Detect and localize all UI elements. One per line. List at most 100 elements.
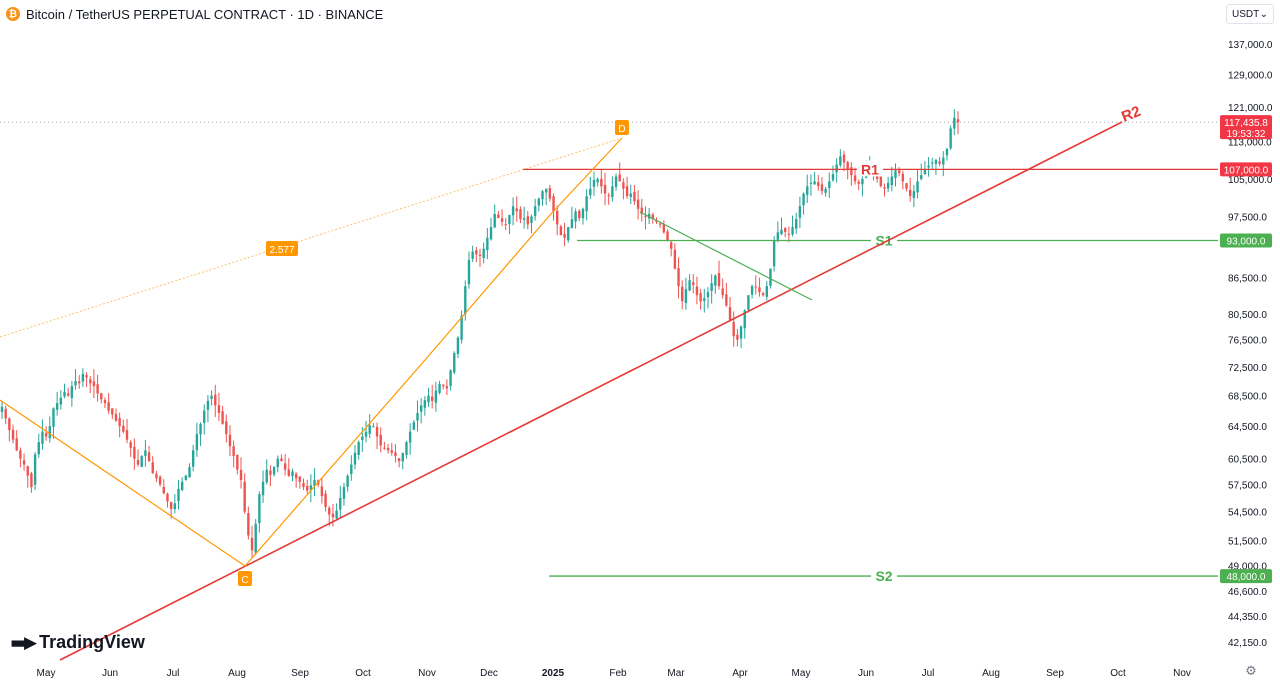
candle-body bbox=[195, 434, 199, 451]
candle-body bbox=[636, 199, 640, 209]
symbol-title[interactable]: Bitcoin / TetherUS PERPETUAL CONTRACT · … bbox=[26, 6, 384, 22]
candle-body bbox=[243, 481, 246, 512]
candle-body bbox=[81, 373, 85, 382]
candle-body bbox=[508, 214, 511, 225]
candle-body bbox=[714, 275, 717, 286]
candle-body bbox=[294, 473, 298, 479]
candle-body bbox=[504, 224, 507, 226]
candle-body bbox=[217, 405, 221, 413]
harmonic-xd-line bbox=[0, 137, 623, 338]
candle-body bbox=[122, 425, 125, 432]
candle-body bbox=[533, 206, 537, 217]
candle-body bbox=[681, 286, 684, 302]
candle-body bbox=[725, 294, 728, 306]
time-tick-label: Aug bbox=[982, 668, 1000, 679]
candle-body bbox=[916, 181, 919, 193]
candle-body bbox=[530, 216, 533, 223]
time-tick-label: Apr bbox=[732, 668, 748, 679]
currency-value: USDT bbox=[1232, 8, 1260, 20]
candle-body bbox=[96, 384, 99, 394]
candle-body bbox=[861, 178, 864, 185]
candle-body bbox=[515, 208, 518, 212]
candle-body bbox=[611, 186, 614, 198]
time-axis[interactable]: May Jun Jul Aug Sep Oct Nov Dec 2025 Feb Mar Apr May… bbox=[37, 668, 1191, 679]
candle-body bbox=[692, 282, 695, 285]
candle-body bbox=[544, 188, 548, 193]
descending-trendline bbox=[639, 211, 813, 301]
candle-body bbox=[813, 181, 816, 185]
candle-body bbox=[320, 486, 324, 497]
point-label-bg bbox=[238, 571, 252, 586]
candle-body bbox=[272, 467, 276, 475]
candle-body bbox=[228, 434, 232, 447]
candle-body bbox=[934, 159, 938, 164]
candle-body bbox=[809, 182, 813, 184]
level-label-bg bbox=[871, 231, 897, 248]
price-axis[interactable]: 137,000.0 129,000.0 121,000.0 113,000.0 105,… bbox=[1220, 40, 1273, 649]
price-tick-label: 57,500.0 bbox=[1228, 480, 1267, 491]
candle-body bbox=[70, 386, 74, 398]
candle-body bbox=[453, 353, 456, 373]
candle-body bbox=[607, 195, 610, 197]
price-tick-label: 54,500.0 bbox=[1228, 508, 1267, 519]
candle-body bbox=[26, 466, 29, 476]
candle-body bbox=[357, 442, 360, 455]
candle-body bbox=[519, 209, 522, 220]
candle-body bbox=[261, 481, 265, 496]
candle-body bbox=[169, 501, 173, 509]
candle-body bbox=[710, 283, 713, 292]
candle-body bbox=[166, 493, 169, 502]
candle-body bbox=[489, 227, 493, 240]
candle-body bbox=[350, 464, 353, 475]
candle-body bbox=[324, 493, 327, 508]
price-label: 107,000.0 bbox=[1224, 165, 1269, 176]
candle-body bbox=[541, 191, 544, 200]
candle-body bbox=[467, 259, 471, 285]
candle-body bbox=[188, 467, 191, 478]
candle-body bbox=[19, 450, 22, 459]
candle-body bbox=[879, 176, 882, 187]
candle-body bbox=[449, 370, 452, 387]
currency-select[interactable]: USDT ⌄ bbox=[1226, 4, 1274, 24]
candle-body bbox=[394, 452, 397, 457]
candle-body bbox=[368, 425, 371, 434]
candle-body bbox=[644, 216, 647, 218]
time-tick-label: May bbox=[37, 668, 56, 679]
time-tick-label: Nov bbox=[1173, 668, 1191, 679]
candle-body bbox=[923, 169, 927, 175]
candle-body bbox=[283, 463, 287, 470]
time-tick-label: Oct bbox=[1110, 668, 1126, 679]
candle-body bbox=[802, 193, 805, 206]
candle-body bbox=[445, 386, 449, 389]
countdown-label: 19:53:32 bbox=[1227, 129, 1266, 140]
ratio-label-bg bbox=[266, 241, 298, 256]
candle-body bbox=[48, 426, 51, 439]
candle-body bbox=[883, 187, 886, 189]
candle-body bbox=[287, 469, 290, 476]
tradingview-name: TradingView bbox=[39, 632, 145, 652]
candle-body bbox=[438, 383, 441, 393]
candle-body bbox=[214, 394, 217, 406]
candle-body bbox=[390, 450, 393, 453]
chevron-down-icon: ⌄ bbox=[1259, 8, 1268, 20]
candle-body bbox=[386, 447, 390, 451]
candle-body bbox=[8, 418, 11, 431]
candle-body bbox=[633, 192, 636, 202]
gear-icon[interactable]: ⚙ bbox=[1245, 663, 1257, 678]
tradingview-logo[interactable]: ▬▶ TradingView bbox=[10, 632, 145, 653]
candle-body bbox=[585, 196, 588, 212]
candle-body bbox=[559, 226, 563, 236]
candle-body bbox=[55, 403, 59, 410]
candle-body bbox=[625, 186, 629, 197]
candle-body bbox=[111, 408, 114, 415]
candle-body bbox=[758, 287, 761, 293]
price-label: 117,435.8 bbox=[1224, 118, 1268, 129]
time-tick-label: Mar bbox=[667, 668, 685, 679]
candle-body bbox=[346, 475, 349, 487]
candle-body bbox=[269, 470, 272, 475]
candle-body bbox=[405, 442, 408, 455]
candle-body bbox=[897, 170, 901, 174]
candle-body bbox=[750, 286, 754, 295]
